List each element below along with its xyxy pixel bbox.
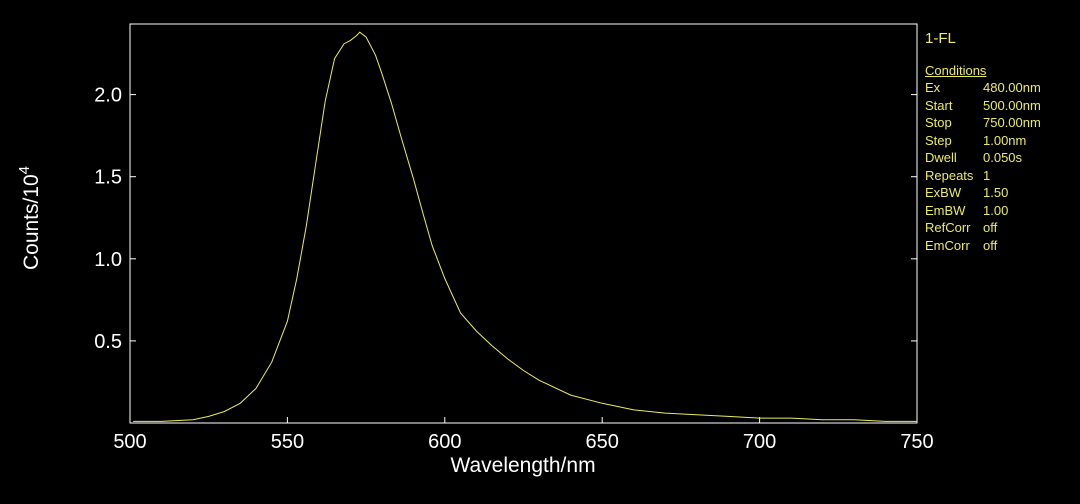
- legend-condition-row: Ex 480.00nm: [925, 79, 1041, 97]
- legend-condition-key: Start: [925, 97, 953, 113]
- y-axis-title-exponent: 4: [16, 166, 33, 174]
- legend-condition-key: ExBW: [925, 185, 962, 200]
- legend-condition-key: Dwell: [925, 150, 957, 165]
- legend-condition-row: Dwell 0.050s: [925, 149, 1041, 167]
- legend-panel: 1-FL Conditions Ex 480.00nm Start 500.00nm S…: [925, 30, 1041, 254]
- x-tick-label: 700: [743, 431, 776, 453]
- x-tick-label: 550: [271, 431, 304, 453]
- legend-condition-row: ExBW 1.50: [925, 184, 1041, 202]
- legend-condition-value: 500.00nm: [983, 97, 1041, 113]
- legend-condition-row: EmCorr off: [925, 237, 1041, 255]
- legend-condition-key: EmCorr: [925, 237, 970, 253]
- legend-condition-key: Stop: [925, 115, 952, 130]
- legend-condition-row: RefCorr off: [925, 219, 1041, 237]
- legend-condition-value: 1: [983, 167, 991, 183]
- x-tick-label: 750: [900, 431, 933, 453]
- legend-condition-value: off: [983, 237, 998, 253]
- legend-condition-value: 750.00nm: [983, 115, 1041, 130]
- legend-condition-value: off: [983, 220, 998, 235]
- legend-condition-value: 1.00: [983, 202, 1009, 218]
- legend-condition-key: RefCorr: [925, 220, 971, 235]
- legend-condition-key: Step: [925, 132, 952, 148]
- y-axis-title: Counts/104: [16, 166, 43, 270]
- x-tick-label: 500: [113, 431, 146, 453]
- legend-condition-value: 480.00nm: [983, 80, 1041, 95]
- y-tick-label: 2.0: [94, 85, 122, 107]
- y-tick-label: 1.5: [94, 167, 122, 189]
- legend-condition-row: Repeats 1: [925, 167, 1041, 185]
- y-axis-title-base: Counts/10: [20, 174, 43, 270]
- x-tick-label: 600: [428, 431, 461, 453]
- legend-conditions-list: Ex 480.00nm Start 500.00nm Stop 750.00nm Step 1…: [925, 79, 1041, 254]
- legend-conditions-heading: Conditions: [925, 62, 987, 78]
- series-line-1-fl: [133, 31, 917, 422]
- legend-condition-value: 1.50: [983, 185, 1009, 200]
- x-axis-title: Wavelength/nm: [450, 454, 595, 477]
- x-tick-label: 650: [586, 431, 619, 453]
- legend-condition-row: Stop 750.00nm: [925, 114, 1041, 132]
- x-axis-ticks: 500 550 600 650 700 750: [113, 417, 934, 453]
- legend-condition-value: 1.00nm: [983, 132, 1027, 148]
- y-axis-ticks: 0.5 1.0 1.5 2.0: [94, 85, 917, 353]
- legend-condition-row: Start 500.00nm: [925, 97, 1041, 115]
- y-tick-label: 1.0: [94, 249, 122, 271]
- legend-condition-value: 0.050s: [983, 150, 1023, 165]
- plot-frame: [129, 23, 918, 424]
- y-tick-label: 0.5: [94, 331, 122, 353]
- legend-condition-key: EmBW: [925, 202, 966, 218]
- legend-condition-row: Step 1.00nm: [925, 132, 1041, 150]
- legend-condition-key: Ex: [925, 80, 941, 95]
- legend-series-label: 1-FL: [925, 30, 956, 47]
- legend-condition-key: Repeats: [925, 167, 974, 183]
- legend-condition-row: EmBW 1.00: [925, 202, 1041, 220]
